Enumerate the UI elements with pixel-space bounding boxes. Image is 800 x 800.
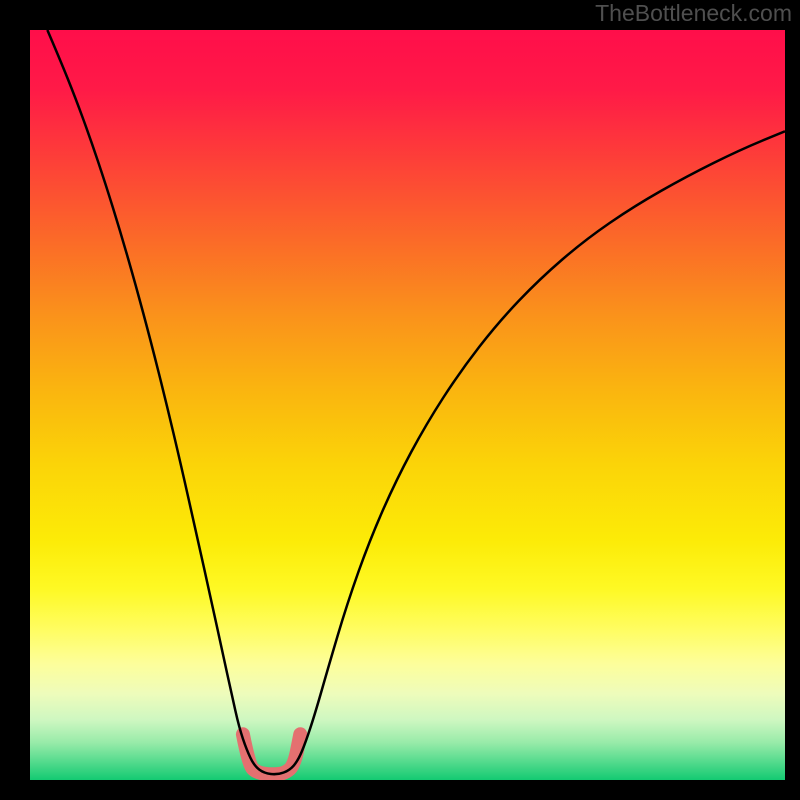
attribution-text: TheBottleneck.com: [595, 0, 792, 27]
curve-overlay: [30, 30, 785, 780]
bottleneck-curve: [47, 30, 785, 774]
plot-area: [30, 30, 785, 780]
